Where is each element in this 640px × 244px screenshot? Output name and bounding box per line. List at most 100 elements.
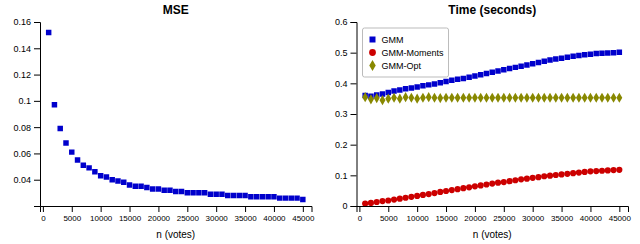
legend-frame bbox=[363, 28, 449, 77]
point bbox=[542, 59, 547, 64]
tick: 25000 bbox=[493, 206, 516, 223]
tick-label: 20000 bbox=[148, 214, 171, 223]
point bbox=[559, 55, 564, 60]
tick: 10000 bbox=[90, 206, 113, 223]
legend: GMMGMM-MomentsGMM-Opt bbox=[363, 28, 449, 77]
tick-label: 0.1 bbox=[335, 171, 348, 181]
series bbox=[46, 30, 306, 202]
point bbox=[587, 168, 593, 174]
tick-label: 0.3 bbox=[335, 109, 348, 119]
point bbox=[490, 70, 495, 75]
point bbox=[225, 193, 230, 198]
tick-mark bbox=[245, 206, 246, 212]
point bbox=[271, 194, 276, 199]
tick: 10000 bbox=[407, 206, 430, 223]
point bbox=[403, 92, 409, 102]
tick-label: 10000 bbox=[407, 214, 430, 223]
tick: 15000 bbox=[435, 206, 458, 223]
point bbox=[254, 194, 259, 199]
tick-mark bbox=[351, 22, 357, 23]
series bbox=[362, 167, 622, 206]
y-axis: 00.10.20.30.40.50.6 bbox=[335, 17, 357, 211]
tick: 45000 bbox=[609, 206, 632, 223]
point bbox=[443, 188, 449, 194]
tick: 0.08 bbox=[13, 123, 40, 133]
tick: 30000 bbox=[522, 206, 545, 223]
point bbox=[414, 94, 420, 104]
tick-label: 45000 bbox=[292, 214, 315, 223]
tick: 0.16 bbox=[13, 17, 40, 27]
tick-mark bbox=[303, 206, 304, 212]
tick-mark bbox=[562, 206, 563, 212]
point bbox=[397, 94, 403, 104]
point bbox=[397, 87, 402, 92]
point bbox=[179, 189, 184, 194]
axis-domain bbox=[351, 23, 358, 207]
tick: 0.1 bbox=[18, 96, 40, 106]
point bbox=[495, 93, 501, 103]
point bbox=[599, 51, 604, 56]
point bbox=[219, 191, 224, 196]
point bbox=[461, 76, 466, 81]
tick: 30000 bbox=[206, 206, 229, 223]
point bbox=[530, 93, 536, 103]
point bbox=[535, 174, 541, 180]
tick: 0 bbox=[41, 206, 46, 223]
point bbox=[564, 93, 570, 103]
point bbox=[570, 170, 576, 176]
point bbox=[300, 197, 305, 202]
tick-label: 0.2 bbox=[335, 140, 348, 150]
point bbox=[455, 186, 461, 192]
tick: 35000 bbox=[234, 206, 257, 223]
tick-label: 30000 bbox=[522, 214, 545, 223]
point bbox=[408, 194, 414, 200]
tick-mark bbox=[34, 22, 40, 23]
point bbox=[432, 81, 437, 86]
point bbox=[414, 193, 420, 199]
point bbox=[242, 193, 247, 198]
tick-label: 20000 bbox=[464, 214, 487, 223]
tick-mark bbox=[417, 206, 418, 212]
point bbox=[512, 177, 518, 183]
point bbox=[409, 85, 414, 90]
point bbox=[518, 176, 524, 182]
point bbox=[605, 50, 610, 55]
point bbox=[449, 93, 455, 103]
tick-mark bbox=[43, 206, 44, 212]
point bbox=[426, 191, 432, 197]
point bbox=[57, 126, 62, 131]
point bbox=[455, 93, 461, 103]
point bbox=[92, 169, 97, 174]
point bbox=[81, 163, 86, 168]
point bbox=[161, 187, 166, 192]
tick-mark bbox=[351, 53, 357, 54]
point bbox=[518, 63, 523, 68]
tick: 0.5 bbox=[335, 48, 357, 58]
point bbox=[443, 79, 448, 84]
legend-symbol bbox=[370, 37, 376, 43]
point bbox=[420, 192, 426, 198]
point bbox=[489, 181, 495, 187]
tick-mark bbox=[34, 75, 40, 76]
point bbox=[518, 93, 524, 103]
point bbox=[265, 194, 270, 199]
axis-domain bbox=[357, 207, 629, 213]
tick-label: 0.4 bbox=[335, 79, 348, 89]
tick-label: 0.6 bbox=[335, 17, 348, 27]
point bbox=[593, 51, 598, 56]
tick-mark bbox=[504, 206, 505, 212]
tick-mark bbox=[619, 206, 620, 212]
legend-symbol bbox=[369, 49, 376, 56]
point bbox=[472, 183, 478, 189]
title: Time (seconds) bbox=[448, 3, 536, 17]
point bbox=[576, 169, 582, 175]
point bbox=[541, 173, 547, 179]
point bbox=[294, 195, 299, 200]
point bbox=[449, 187, 455, 193]
point bbox=[391, 196, 397, 202]
legend-label: GMM-Moments bbox=[382, 48, 445, 58]
point bbox=[460, 93, 466, 103]
point bbox=[588, 51, 593, 56]
tick: 0.1 bbox=[335, 171, 357, 181]
point bbox=[185, 190, 190, 195]
